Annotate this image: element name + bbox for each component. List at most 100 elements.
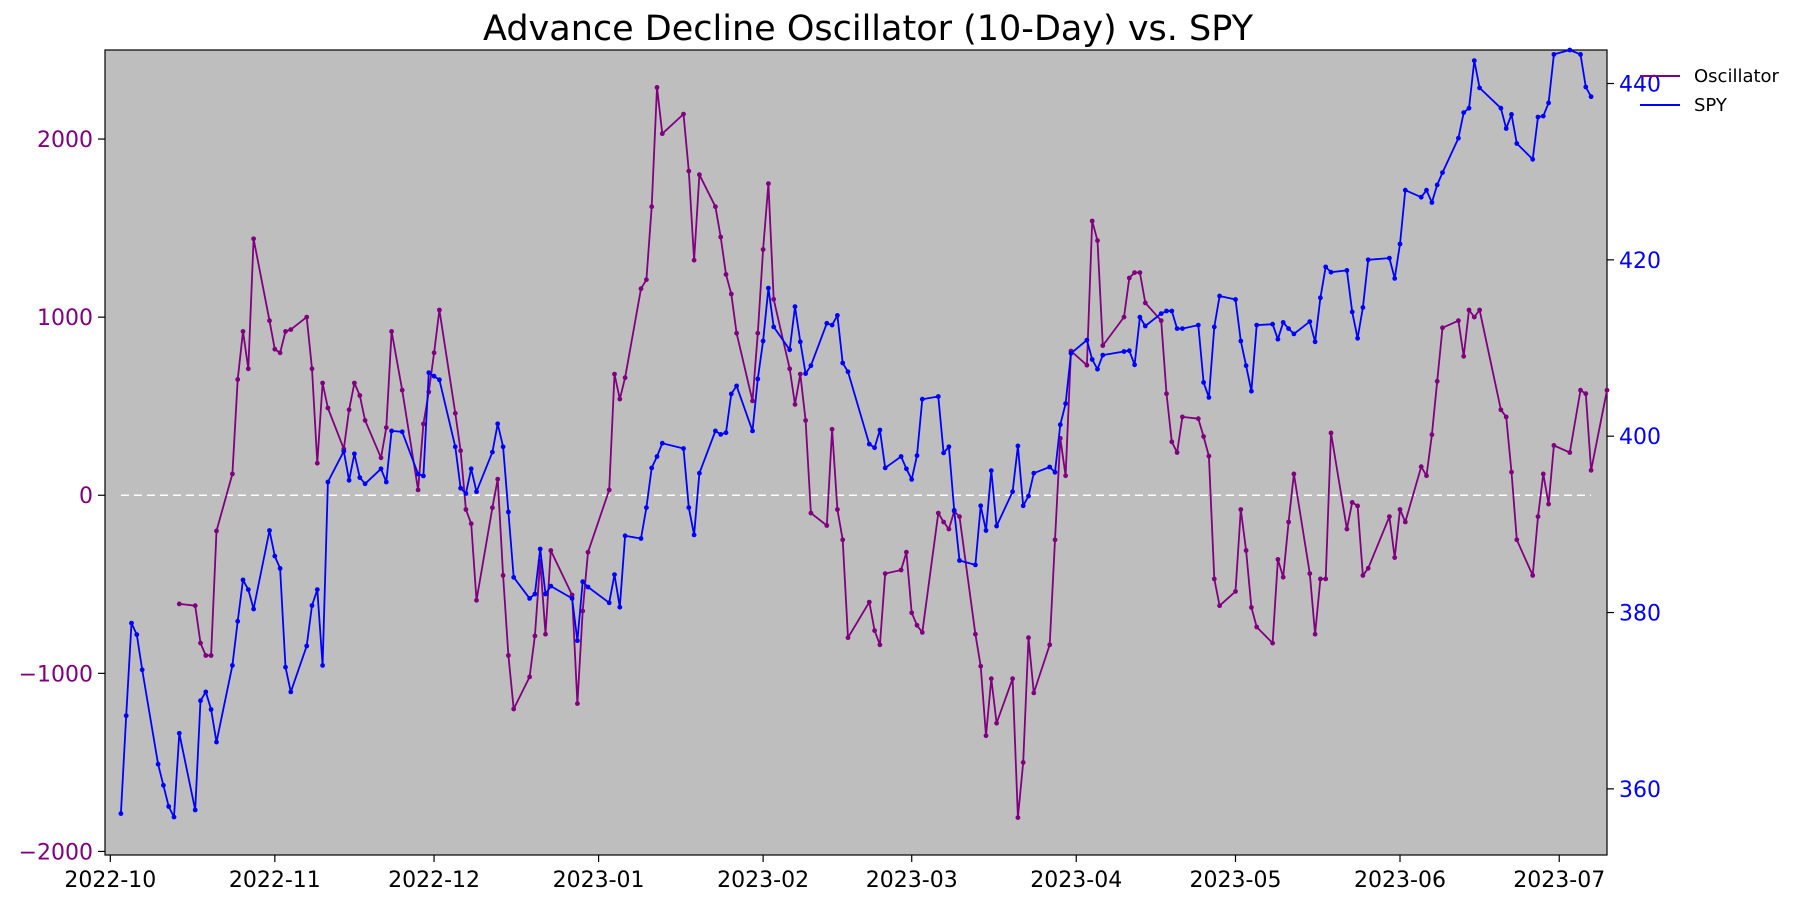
y-left-tick-label: 2000 — [37, 128, 93, 153]
spy-point — [1540, 113, 1546, 119]
spy-point — [1243, 363, 1249, 369]
spy-point — [1142, 323, 1148, 329]
x-tick-label: 2023-02 — [717, 868, 809, 893]
spy-point — [1089, 357, 1095, 362]
oscillator-point — [490, 505, 495, 511]
oscillator-point — [1392, 555, 1398, 560]
spy-point — [1068, 350, 1074, 356]
spy-point — [1201, 380, 1206, 385]
oscillator-point — [1498, 407, 1504, 413]
oscillator-point — [288, 327, 294, 332]
spy-point — [214, 739, 219, 745]
spy-point — [245, 587, 251, 592]
oscillator-point — [1514, 537, 1520, 543]
oscillator-point — [1026, 635, 1031, 641]
spy-point — [734, 383, 739, 389]
oscillator-point — [437, 307, 442, 313]
spy-point — [824, 320, 830, 326]
oscillator-point — [1434, 378, 1440, 384]
oscillator-point — [543, 631, 548, 637]
spy-point — [845, 369, 851, 375]
oscillator-point — [1047, 642, 1053, 648]
spy-point — [797, 339, 803, 345]
oscillator-point — [1349, 500, 1355, 505]
oscillator-point — [548, 548, 554, 553]
spy-point — [792, 304, 798, 309]
spy-point — [835, 313, 840, 318]
spy-point — [155, 761, 161, 767]
spy-point — [882, 465, 888, 471]
oscillator-point — [1429, 432, 1435, 438]
oscillator-point — [1010, 676, 1015, 682]
spy-point — [1020, 503, 1026, 509]
x-tick-label: 2022-10 — [64, 868, 156, 893]
oscillator-point — [1280, 574, 1286, 580]
spy-point — [1514, 141, 1520, 146]
oscillator-point — [1466, 307, 1472, 313]
spy-point — [1509, 112, 1514, 117]
spy-point — [208, 707, 214, 712]
oscillator-point — [431, 350, 437, 356]
oscillator-point — [845, 635, 851, 641]
spy-point — [1100, 352, 1106, 358]
oscillator-point — [1365, 565, 1371, 571]
oscillator-point — [824, 523, 830, 528]
oscillator-point — [1095, 238, 1100, 244]
oscillator-point — [1275, 557, 1281, 562]
oscillator-point — [755, 330, 761, 336]
spy-point — [1158, 311, 1164, 316]
oscillator-point — [230, 471, 235, 477]
oscillator-point — [1180, 414, 1185, 420]
spy-point — [941, 450, 946, 456]
oscillator-point — [919, 630, 925, 635]
oscillator-point — [659, 131, 665, 137]
spy-point — [129, 620, 134, 626]
spy-point — [1195, 322, 1201, 328]
oscillator-point — [1254, 624, 1260, 630]
oscillator-point — [1344, 526, 1350, 532]
spy-point — [272, 553, 278, 559]
x-tick-label: 2023-06 — [1354, 868, 1446, 893]
oscillator-point — [840, 537, 846, 543]
oscillator-point — [771, 296, 777, 302]
spy-point — [1057, 422, 1063, 428]
oscillator-point — [914, 622, 920, 628]
oscillator-point — [267, 318, 272, 324]
spy-point — [580, 579, 586, 585]
chart-title: Advance Decline Oscillator (10-Day) vs. … — [483, 9, 1254, 49]
oscillator-point — [1503, 414, 1509, 420]
spy-point — [240, 577, 246, 583]
oscillator-point — [511, 706, 517, 712]
spy-point — [654, 454, 660, 459]
spy-point — [1286, 326, 1291, 331]
spy-point — [1307, 319, 1313, 324]
x-tick-label: 2023-03 — [866, 868, 958, 893]
oscillator-point — [1164, 391, 1169, 397]
spy-point — [1137, 314, 1143, 320]
spy-point — [723, 430, 729, 436]
oscillator-point — [1031, 690, 1037, 696]
oscillator-point — [994, 720, 999, 726]
oscillator-point — [569, 592, 575, 598]
oscillator-point — [421, 421, 426, 427]
oscillator-point — [1270, 640, 1275, 646]
spy-point — [1063, 401, 1068, 406]
oscillator-series — [176, 85, 1610, 820]
oscillator-point — [697, 172, 702, 178]
oscillator-point — [1126, 275, 1132, 281]
oscillator-point — [452, 410, 458, 416]
spy-point — [983, 528, 989, 533]
x-tick-label: 2023-04 — [1030, 868, 1122, 893]
oscillator-point — [1461, 353, 1467, 359]
spy-point — [1015, 443, 1021, 449]
oscillator-point — [235, 377, 241, 382]
spy-point — [288, 689, 294, 695]
oscillator-point — [309, 366, 315, 372]
spy-point — [617, 604, 623, 610]
spy-point — [750, 428, 755, 434]
spy-point — [1365, 257, 1371, 263]
spy-point — [713, 428, 718, 434]
oscillator-point — [283, 329, 288, 334]
spy-point — [543, 591, 548, 597]
spy-point — [1578, 52, 1583, 57]
